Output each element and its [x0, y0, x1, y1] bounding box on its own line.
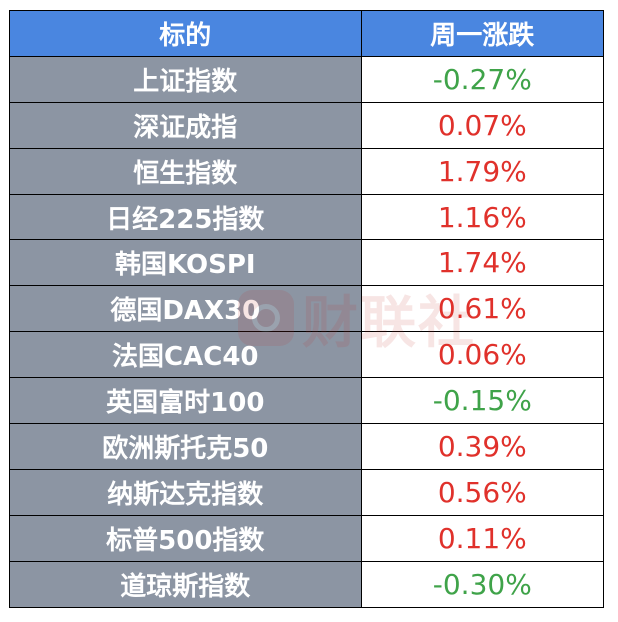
- header-monday-change: 周一涨跌: [360, 10, 605, 57]
- index-change: -0.15%: [360, 377, 605, 425]
- index-change: 0.56%: [360, 468, 605, 516]
- index-change: 1.74%: [360, 239, 605, 287]
- table-row: 上证指数 -0.27%: [9, 55, 605, 103]
- index-name: 德国DAX30: [9, 285, 362, 333]
- table-row: 德国DAX30 0.61%: [9, 285, 605, 333]
- index-name: 道琼斯指数: [9, 560, 362, 608]
- table-row: 恒生指数 1.79%: [9, 147, 605, 195]
- index-change: 0.61%: [360, 285, 605, 333]
- table-row: 纳斯达克指数 0.56%: [9, 468, 605, 516]
- index-name: 纳斯达克指数: [9, 468, 362, 516]
- table-row: 法国CAC40 0.06%: [9, 331, 605, 379]
- table-row: 道琼斯指数 -0.30%: [9, 560, 605, 608]
- index-change-table: 标的 周一涨跌 上证指数 -0.27% 深证成指 0.07% 恒生指数 1.79…: [9, 10, 605, 608]
- table-row: 深证成指 0.07%: [9, 101, 605, 149]
- index-change: 0.11%: [360, 514, 605, 562]
- index-name: 日经225指数: [9, 193, 362, 241]
- index-name: 欧洲斯托克50: [9, 423, 362, 470]
- table-row: 欧洲斯托克50 0.39%: [9, 423, 605, 470]
- index-change: -0.30%: [360, 560, 605, 608]
- index-name: 韩国KOSPI: [9, 239, 362, 287]
- index-change: 0.07%: [360, 101, 605, 149]
- index-change: 1.16%: [360, 193, 605, 241]
- index-change: 0.06%: [360, 331, 605, 379]
- index-name: 深证成指: [9, 101, 362, 149]
- index-change: 0.39%: [360, 423, 605, 470]
- index-name: 上证指数: [9, 55, 362, 103]
- table-row: 英国富时100 -0.15%: [9, 377, 605, 425]
- table-row: 日经225指数 1.16%: [9, 193, 605, 241]
- index-name: 法国CAC40: [9, 331, 362, 379]
- header-index-name: 标的: [9, 10, 362, 57]
- index-change: -0.27%: [360, 55, 605, 103]
- index-change: 1.79%: [360, 147, 605, 195]
- table-row: 韩国KOSPI 1.74%: [9, 239, 605, 287]
- index-name: 恒生指数: [9, 147, 362, 195]
- index-name: 标普500指数: [9, 514, 362, 562]
- table-header-row: 标的 周一涨跌: [9, 10, 605, 57]
- index-name: 英国富时100: [9, 377, 362, 425]
- table-row: 标普500指数 0.11%: [9, 514, 605, 562]
